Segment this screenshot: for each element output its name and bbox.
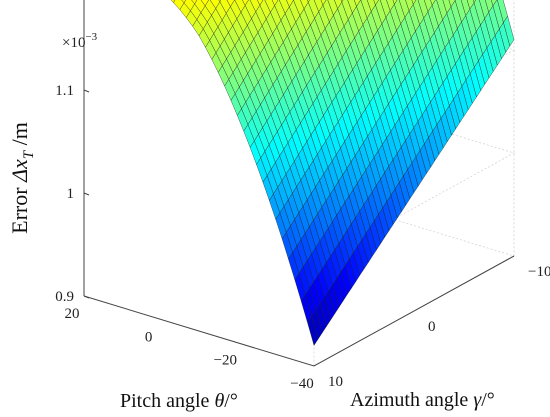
azimuth-axis-label: Azimuth angle γ/°	[350, 389, 495, 411]
azimuth-tick-label: −10	[528, 264, 550, 280]
error-surface	[170, 0, 515, 346]
z-axis-label: Error ΔxT /m	[7, 122, 37, 234]
z-tick-label: 0.9	[55, 289, 74, 305]
azimuth-tick-label: 0	[428, 319, 436, 335]
z-tick-label: 1.1	[55, 83, 74, 99]
surface-patch	[170, 0, 176, 3]
axes-lines	[83, 0, 515, 367]
z-tick-mark	[83, 192, 90, 196]
pitch-tick-label: 0	[145, 329, 153, 345]
z-tick-mark	[83, 295, 90, 299]
azimuth-tick-label: 10	[328, 374, 343, 390]
pitch-tick-label: 20	[65, 306, 80, 322]
z-tick-mark	[83, 89, 90, 93]
surface-patch	[411, 0, 417, 5]
surface-patch	[392, 0, 398, 5]
surface-patch	[320, 0, 327, 6]
surface-patch	[218, 0, 222, 3]
pitch-axis-label: Pitch angle θ/°	[120, 390, 238, 412]
z-multiplier-label: ×10−3	[62, 31, 98, 51]
surface-patch	[340, 0, 344, 3]
z-tick-label: 1	[67, 186, 75, 202]
surface-patch	[373, 0, 379, 6]
pitch-tick-label: −40	[290, 376, 313, 392]
surface-patch	[307, 0, 310, 3]
surface-patch	[173, 0, 185, 10]
floor-axis-lines	[83, 255, 515, 367]
pitch-tick-label: −20	[214, 353, 237, 369]
